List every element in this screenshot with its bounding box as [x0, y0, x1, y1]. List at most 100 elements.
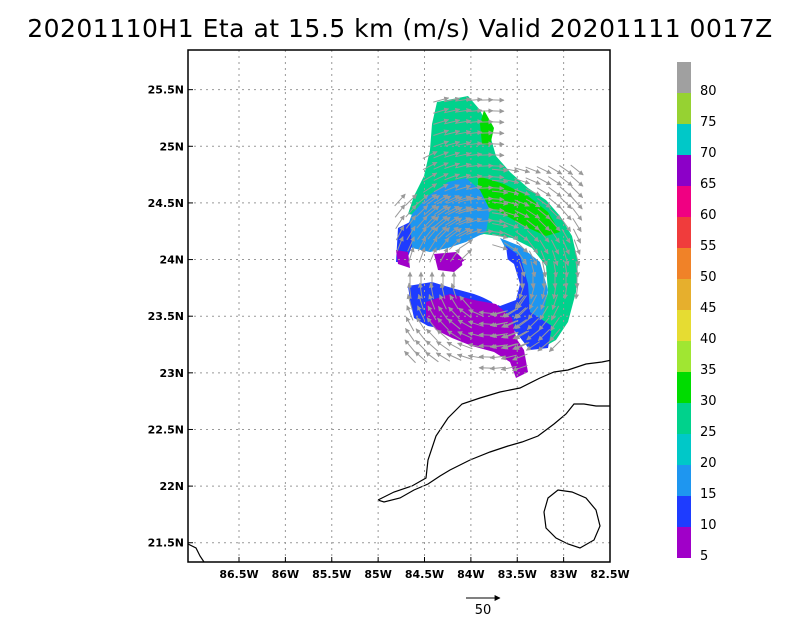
colorbar-box — [677, 279, 691, 310]
wind-vector — [563, 250, 570, 267]
wind-vector — [511, 364, 528, 372]
axis-tick-labels: 25.5N 25N 24.5N 24N 23.5N 23N 22.5N 22N 21.5N 86.… — [148, 84, 630, 581]
wind-vector — [487, 207, 505, 213]
colorbar-box — [677, 403, 691, 434]
vector-reference-label: 50 — [475, 603, 492, 618]
lon-tick-label: 84.5W — [405, 568, 444, 581]
wind-vector — [450, 282, 457, 299]
isla-de-la-juventud — [543, 489, 601, 549]
wind-vector — [394, 193, 406, 207]
wind-vector — [444, 140, 461, 147]
wind-vector — [428, 236, 438, 252]
wind-vector — [538, 229, 550, 243]
wind-vector — [444, 162, 461, 170]
wind-vector — [433, 183, 449, 193]
wind-vector — [503, 168, 520, 174]
wind-vector — [444, 96, 461, 103]
lat-lon-grid — [188, 50, 611, 562]
wind-vector — [548, 208, 562, 220]
colorbar-label: 15 — [700, 487, 717, 502]
wind-vector — [446, 341, 462, 351]
wind-vector — [416, 215, 428, 229]
wind-vector — [536, 176, 552, 186]
wind-vector — [487, 108, 505, 114]
wind-vector — [426, 205, 440, 217]
wind-vector — [444, 195, 460, 203]
wind-vector — [551, 294, 559, 311]
wind-vector — [415, 205, 429, 217]
wind-vector — [529, 283, 536, 300]
colorbar-box — [677, 124, 691, 155]
wind-vector — [528, 250, 538, 266]
wind-vector — [447, 206, 463, 216]
wind-vector — [418, 247, 426, 263]
wind-vector — [501, 308, 517, 318]
wind-vector — [466, 173, 483, 179]
colorbar-label: 45 — [700, 301, 717, 316]
wind-vector — [525, 198, 541, 208]
wind-vector — [424, 214, 436, 228]
wind-vector — [503, 232, 519, 240]
wind-vector — [539, 239, 549, 255]
wind-vector — [487, 141, 505, 147]
wind-vector — [436, 340, 450, 352]
colorbar-box — [677, 217, 691, 248]
wind-vector — [514, 295, 526, 309]
colorbar-label: 55 — [700, 239, 717, 254]
wind-vector — [422, 172, 438, 182]
colorbar-label: 25 — [700, 425, 717, 440]
wind-vector — [487, 185, 505, 191]
wind-vector — [487, 163, 505, 169]
wind-vector — [537, 340, 551, 352]
wind-vector — [518, 283, 526, 300]
wind-vector — [526, 230, 540, 242]
wind-vector — [445, 226, 459, 238]
wind-vector — [489, 322, 506, 328]
colorbar-box — [677, 93, 691, 124]
wind-vector — [536, 187, 552, 197]
colorbar-label: 50 — [700, 270, 717, 285]
lat-tick-label: 22.5N — [148, 423, 184, 436]
wind-vector — [492, 212, 509, 217]
wind-vector — [415, 194, 429, 206]
colorbar-box — [677, 62, 691, 93]
wind-vector — [408, 246, 415, 263]
wind-vector — [527, 306, 539, 320]
wind-vector — [396, 236, 404, 252]
wind-vector — [571, 207, 583, 221]
wind-vector — [487, 229, 505, 235]
wind-vector — [500, 331, 517, 339]
wind-vector — [406, 293, 413, 310]
wind-vector — [491, 167, 509, 173]
wind-vector — [444, 129, 461, 136]
wind-vector — [457, 331, 473, 339]
wind-vector — [455, 206, 471, 214]
wind-vector — [528, 294, 538, 310]
wind-vector — [422, 161, 438, 171]
wind-vector — [514, 220, 530, 230]
wind-vector — [427, 305, 437, 321]
wind-vector — [574, 283, 580, 300]
wind-vector — [439, 282, 446, 299]
wind-vector — [425, 340, 439, 352]
wind-vector — [553, 261, 559, 278]
lon-tick-label: 82.5W — [590, 568, 629, 581]
wind-vector — [548, 340, 562, 352]
wind-vector — [574, 261, 580, 278]
wind-vector — [465, 119, 483, 125]
wind-vector — [526, 329, 540, 341]
eye-no-data — [462, 252, 520, 306]
wind-vector — [417, 236, 427, 252]
wind-vector — [433, 194, 449, 204]
lat-tick-label: 25N — [159, 140, 184, 153]
wind-vector — [455, 173, 472, 180]
wind-vector — [539, 305, 549, 321]
wind-vector — [444, 184, 460, 192]
wind-vector — [433, 162, 449, 170]
wind-vector — [439, 294, 447, 310]
wind-vector — [459, 295, 471, 309]
wind-vector — [455, 227, 471, 237]
wind-vector — [447, 196, 463, 204]
wind-vector — [492, 223, 509, 229]
